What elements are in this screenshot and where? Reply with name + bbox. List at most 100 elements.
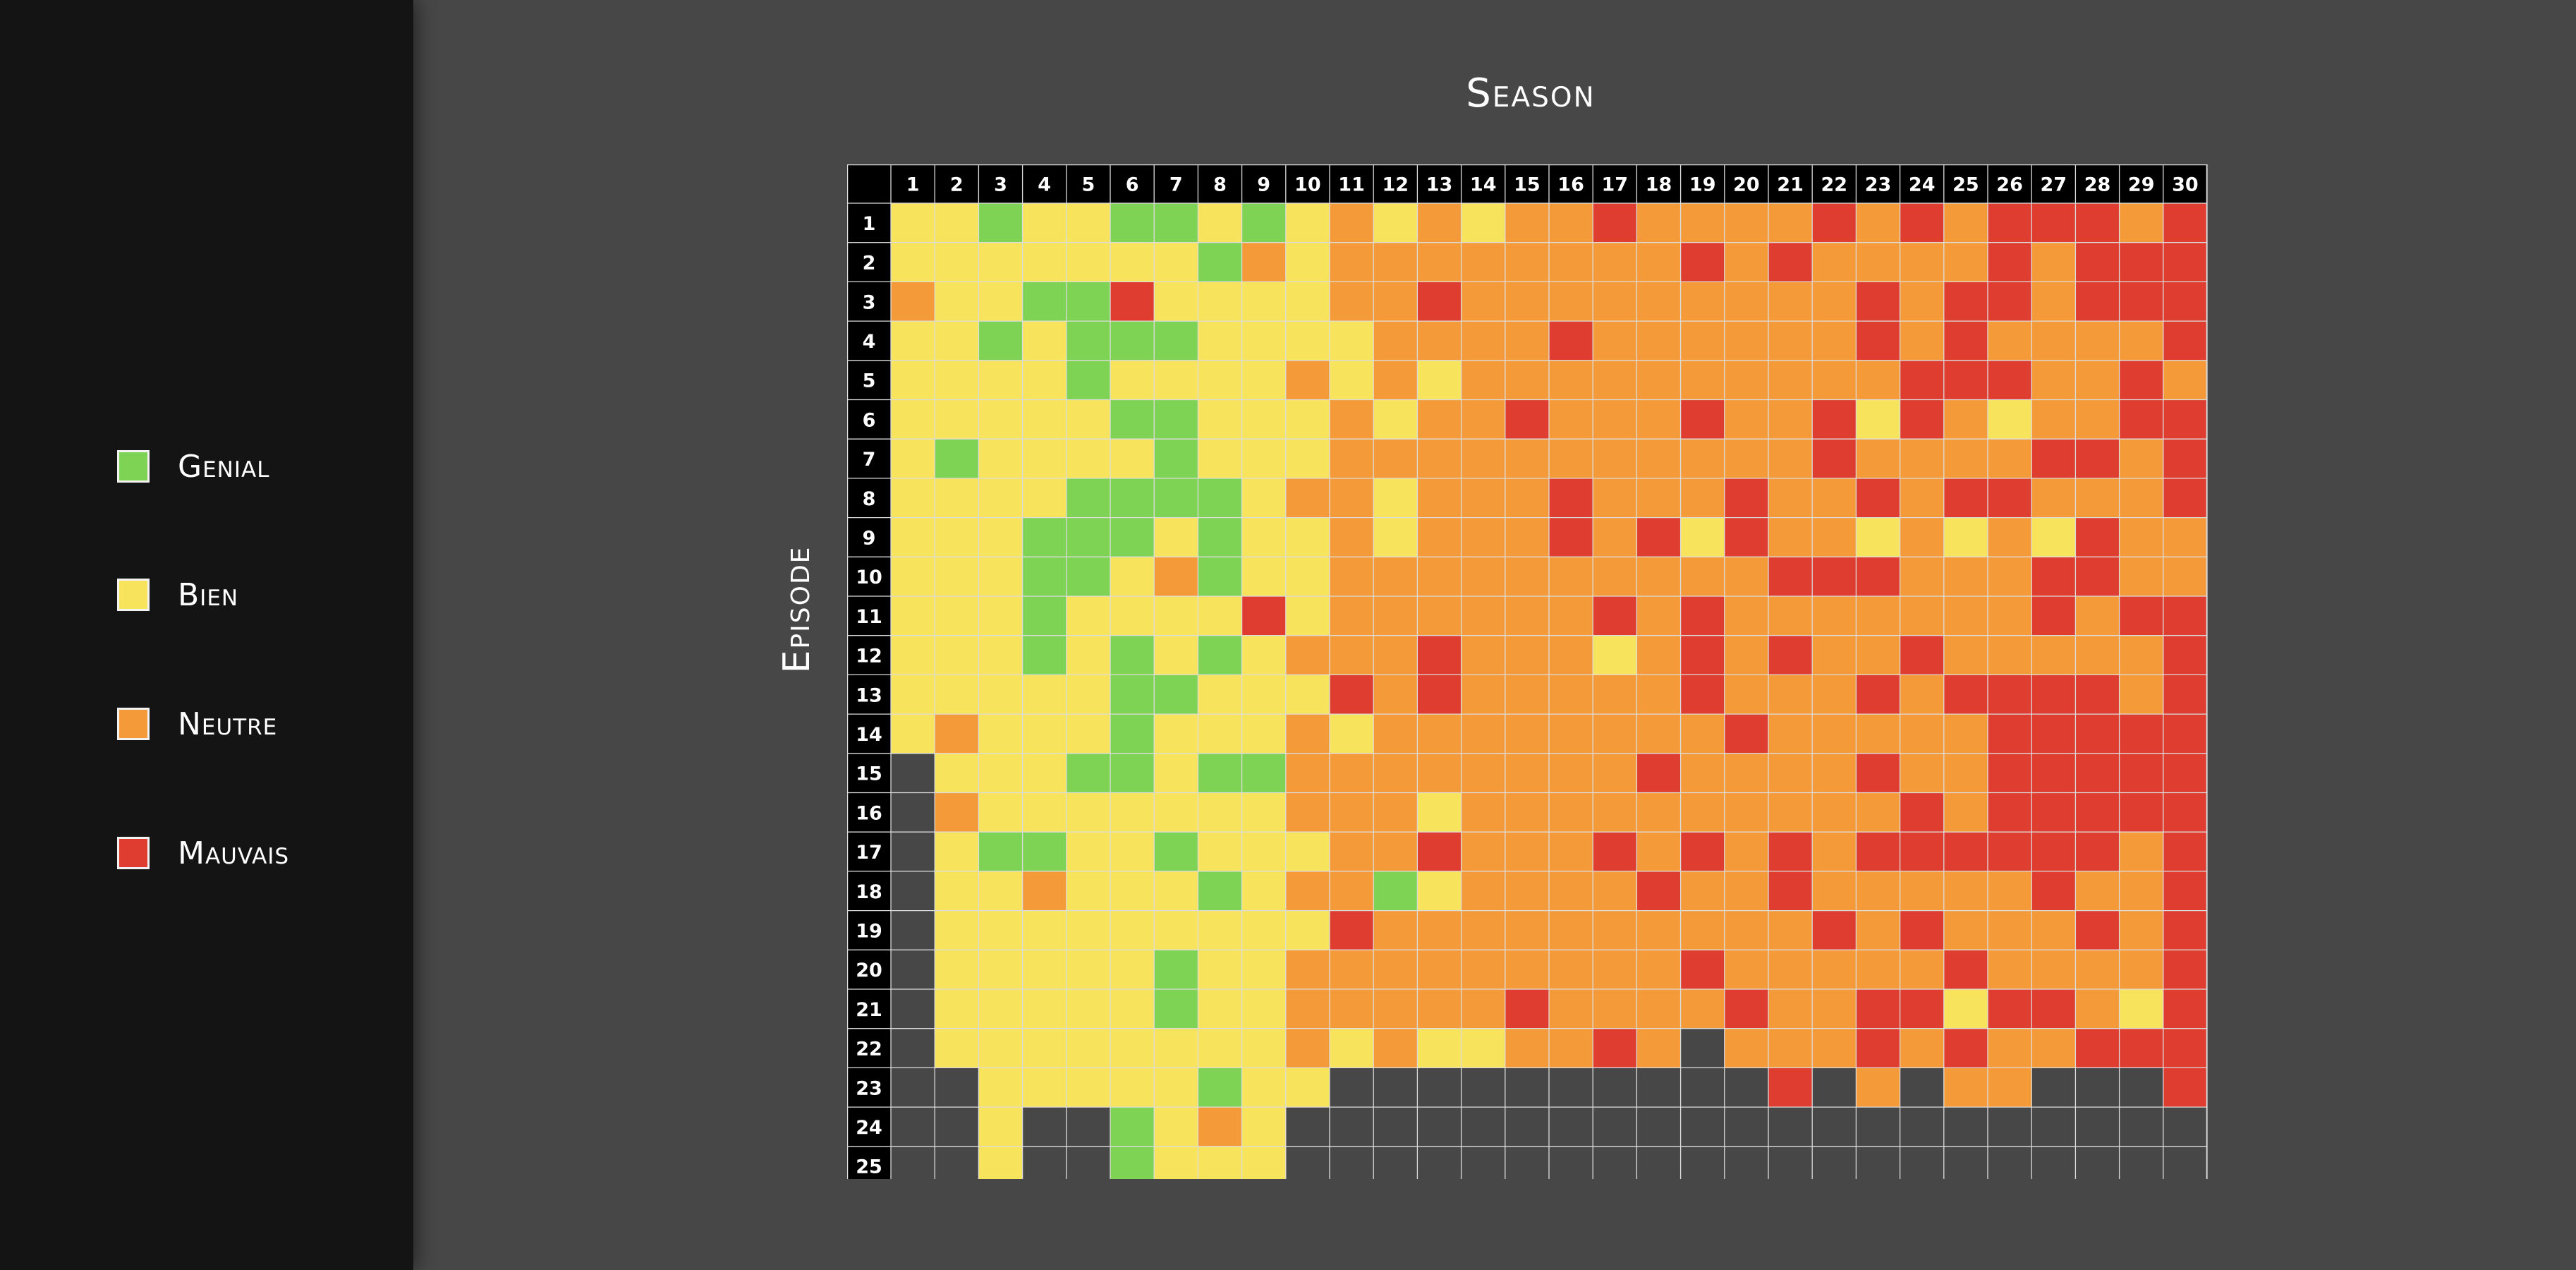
heatmap-cell <box>1330 910 1374 950</box>
heatmap-cell <box>1461 203 1505 243</box>
heatmap-cell <box>1154 439 1198 478</box>
heatmap-cell <box>1680 557 1725 596</box>
heatmap-cell <box>1241 635 1286 675</box>
heatmap-cell <box>1812 675 1857 715</box>
heatmap-cell <box>1768 989 1813 1029</box>
heatmap-cell <box>978 517 1023 557</box>
heatmap-cell <box>1110 282 1155 322</box>
heatmap-cell <box>1066 989 1110 1029</box>
heatmap-cell <box>1593 242 1637 282</box>
heatmap-cell <box>1022 399 1067 440</box>
heatmap-cell <box>1988 675 2032 715</box>
heatmap-cell <box>978 753 1023 793</box>
heatmap-cell <box>1812 596 1857 636</box>
heatmap-cell <box>2163 321 2207 361</box>
heatmap-cell <box>1066 399 1110 440</box>
heatmap-cell <box>1549 989 1593 1029</box>
heatmap-cell <box>1549 203 1593 243</box>
heatmap-cell <box>1066 1028 1110 1068</box>
heatmap-cell <box>1198 714 1242 754</box>
heatmap-cell <box>1768 675 1813 715</box>
heatmap-cell <box>1943 871 1988 911</box>
heatmap-cell <box>1373 792 1418 833</box>
heatmap-cell <box>935 282 979 322</box>
heatmap-cell <box>1680 989 1725 1029</box>
heatmap-cell <box>1988 360 2032 400</box>
heatmap-cell <box>1198 203 1242 243</box>
heatmap-cell <box>2031 989 2076 1029</box>
heatmap-cell <box>1812 714 1857 754</box>
heatmap-cell <box>1198 478 1242 518</box>
heatmap-cell <box>1724 478 1768 518</box>
heatmap-cell <box>1417 753 1462 793</box>
heatmap-cell <box>1330 675 1374 715</box>
heatmap-cell-empty <box>1943 1107 1988 1147</box>
heatmap-cell <box>1417 282 1462 322</box>
heatmap-cell <box>1285 1028 1330 1068</box>
heatmap-cell <box>935 203 979 243</box>
heatmap-cell <box>1900 675 1944 715</box>
heatmap-cell <box>1856 360 1900 400</box>
heatmap-cell <box>2119 282 2163 322</box>
heatmap-cell <box>2119 832 2163 871</box>
heatmap-cell <box>1988 596 2032 636</box>
heatmap-cell-empty <box>1461 1068 1505 1108</box>
heatmap-cell <box>1285 714 1330 754</box>
heatmap-cell <box>1373 910 1418 950</box>
heatmap-cell <box>1943 596 1988 636</box>
heatmap-cell <box>1988 282 2032 322</box>
heatmap-cell <box>1988 439 2032 478</box>
episode-tick-label: 4 <box>863 331 876 353</box>
heatmap-cell <box>1066 203 1110 243</box>
heatmap-cell <box>1330 282 1374 322</box>
heatmap-cell <box>1812 1028 1857 1068</box>
heatmap-cell <box>1066 635 1110 675</box>
heatmap-cell <box>2031 478 2076 518</box>
heatmap-cell <box>2119 360 2163 400</box>
heatmap-cell-empty <box>891 950 935 989</box>
heatmap-cell <box>1988 832 2032 871</box>
heatmap-cell <box>935 242 979 282</box>
heatmap-cell-empty <box>2031 1146 2076 1179</box>
heatmap-cell <box>1198 1146 1242 1179</box>
heatmap-cell <box>1988 321 2032 361</box>
heatmap-cell-empty <box>2119 1146 2163 1179</box>
episode-tick-label: 3 <box>863 291 876 313</box>
heatmap-cell <box>1636 517 1681 557</box>
heatmap-cell <box>1680 242 1725 282</box>
heatmap-cell <box>1285 753 1330 793</box>
heatmap-cell <box>2075 635 2120 675</box>
heatmap-cell <box>2163 439 2207 478</box>
heatmap-cell <box>1988 635 2032 675</box>
heatmap-cell <box>2031 399 2076 440</box>
heatmap-cell <box>2031 635 2076 675</box>
heatmap-cell <box>1636 242 1681 282</box>
heatmap-cell <box>1154 242 1198 282</box>
heatmap-cell <box>1900 871 1944 911</box>
heatmap-cell <box>1856 242 1900 282</box>
heatmap-cell <box>1330 753 1374 793</box>
heatmap-cell-empty <box>1285 1107 1330 1147</box>
heatmap-cell <box>1724 360 1768 400</box>
heatmap-cell <box>1505 792 1549 833</box>
heatmap-cell <box>1856 1028 1900 1068</box>
heatmap-cell <box>1636 714 1681 754</box>
heatmap-cell-empty <box>1768 1107 1813 1147</box>
heatmap-cell <box>1066 910 1110 950</box>
heatmap-cell-empty <box>1856 1107 1900 1147</box>
heatmap-cell <box>1417 832 1462 871</box>
heatmap-cell <box>1549 910 1593 950</box>
heatmap-cell <box>2163 792 2207 833</box>
heatmap-cell <box>1724 950 1768 989</box>
episode-tick-label: 19 <box>856 920 882 942</box>
heatmap-cell <box>891 203 935 243</box>
heatmap-cell <box>1988 517 2032 557</box>
episode-tick-label: 8 <box>863 488 876 510</box>
season-tick-label: 6 <box>1126 174 1139 196</box>
heatmap-cell <box>2119 753 2163 793</box>
heatmap-cell-empty <box>1022 1107 1067 1147</box>
heatmap-cell <box>1680 871 1725 911</box>
legend-label-bien: Bien <box>178 576 239 613</box>
heatmap-cell <box>1812 557 1857 596</box>
heatmap-cell <box>1680 360 1725 400</box>
